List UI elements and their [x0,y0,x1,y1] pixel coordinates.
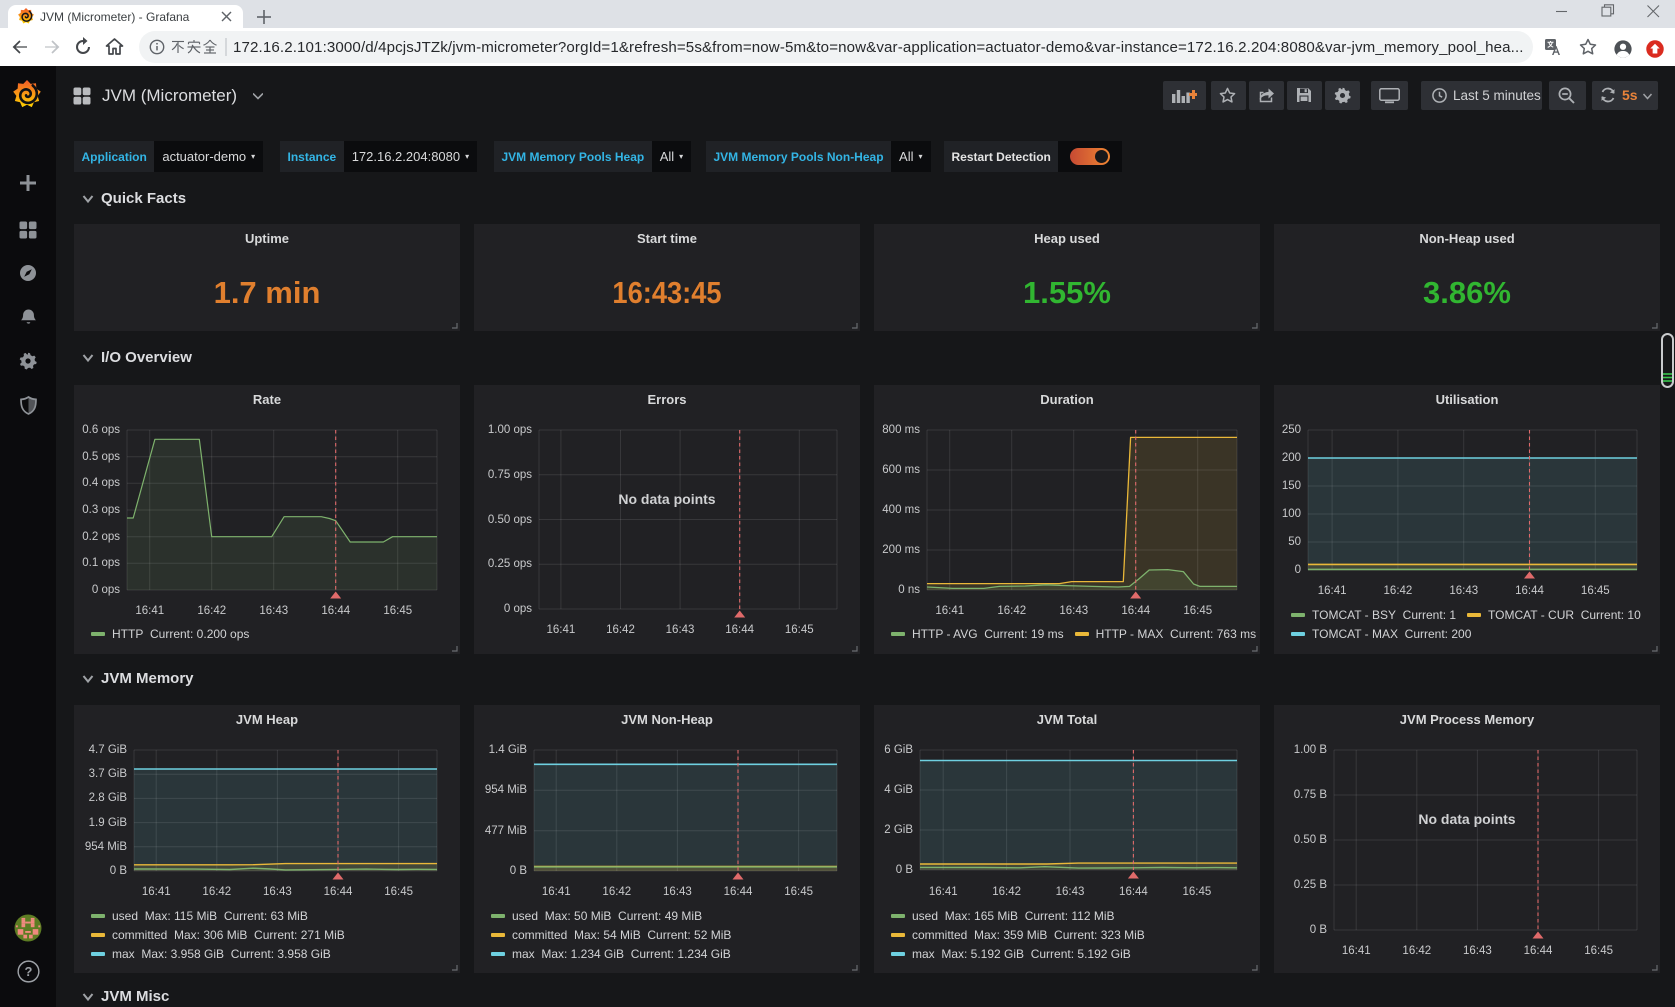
svg-text:?: ? [25,964,33,979]
